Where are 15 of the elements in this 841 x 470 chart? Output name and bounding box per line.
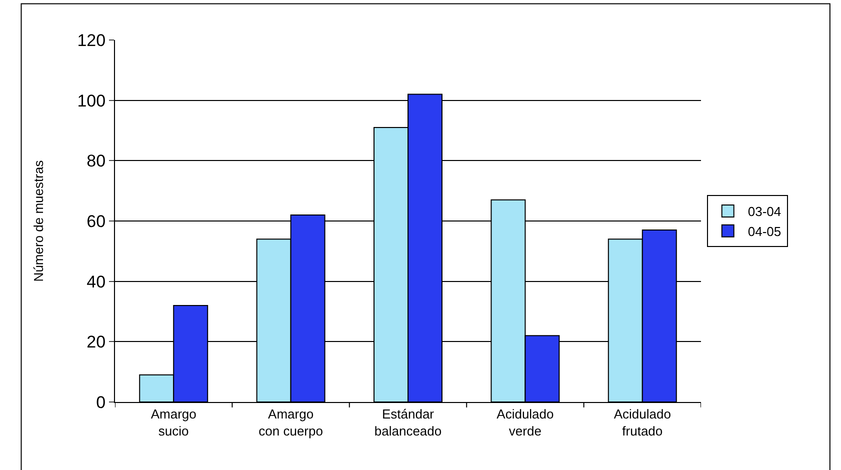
y-tick-label: 20 — [86, 332, 106, 352]
x-tick-label: Acidulado verde — [496, 406, 554, 438]
x-tick-label: Amargo sucio — [150, 406, 196, 438]
legend-label: 04-05 — [748, 224, 782, 239]
legend-label: 03-04 — [748, 204, 782, 220]
y-tick-label: 60 — [86, 212, 106, 231]
x-tick-label: Estándar balanceado — [374, 406, 442, 438]
y-tick-label: 80 — [86, 152, 106, 171]
y-tick-label: 100 — [77, 91, 106, 110]
y-tick-label: 120 — [77, 30, 106, 50]
x-tick-label: Amargo con cuerpo — [258, 406, 323, 438]
y-tick-label: 40 — [86, 272, 106, 292]
y-axis-title: Número de muestras — [31, 160, 46, 282]
x-tick-label: Acidulado frutado — [614, 406, 671, 438]
y-tick-label: 0 — [96, 392, 106, 412]
